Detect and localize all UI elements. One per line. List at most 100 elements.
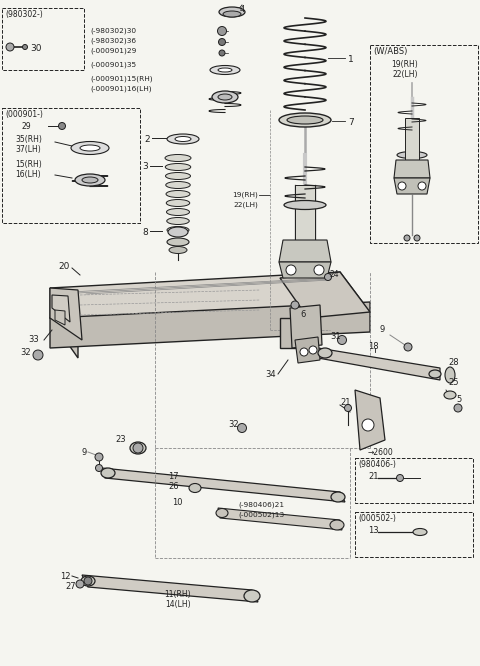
Ellipse shape xyxy=(166,172,191,180)
Text: (-000502)13: (-000502)13 xyxy=(238,512,284,519)
Circle shape xyxy=(217,27,227,35)
Circle shape xyxy=(300,348,308,356)
Polygon shape xyxy=(280,272,370,318)
Text: 15(RH): 15(RH) xyxy=(15,160,42,169)
Ellipse shape xyxy=(318,348,332,358)
Polygon shape xyxy=(50,288,82,340)
Circle shape xyxy=(218,39,226,45)
Text: 19(RH): 19(RH) xyxy=(232,192,258,198)
Text: 8: 8 xyxy=(142,228,148,237)
Text: 3: 3 xyxy=(142,162,148,171)
Bar xyxy=(355,458,473,503)
Circle shape xyxy=(291,301,299,309)
Circle shape xyxy=(404,235,410,241)
Ellipse shape xyxy=(82,177,98,183)
Circle shape xyxy=(398,182,406,190)
Text: 22(LH): 22(LH) xyxy=(392,70,418,79)
Text: 11(RH): 11(RH) xyxy=(165,590,192,599)
Ellipse shape xyxy=(330,520,344,530)
Text: 29: 29 xyxy=(22,122,32,131)
Circle shape xyxy=(414,235,420,241)
Text: (-000901)35: (-000901)35 xyxy=(90,62,136,69)
Ellipse shape xyxy=(175,137,191,141)
Ellipse shape xyxy=(165,163,191,170)
Bar xyxy=(2,8,84,70)
Text: (000901-): (000901-) xyxy=(5,110,43,119)
Text: →2600: →2600 xyxy=(368,448,394,457)
Ellipse shape xyxy=(216,509,228,517)
Circle shape xyxy=(309,346,317,354)
Bar xyxy=(355,512,473,557)
Circle shape xyxy=(59,123,65,129)
Ellipse shape xyxy=(80,145,100,151)
Text: (-000901)16(LH): (-000901)16(LH) xyxy=(90,86,152,93)
Text: 25: 25 xyxy=(448,378,458,387)
Ellipse shape xyxy=(244,590,260,602)
Polygon shape xyxy=(82,575,258,602)
Text: 17: 17 xyxy=(168,472,179,481)
Bar xyxy=(2,108,140,223)
Text: 13: 13 xyxy=(368,526,379,535)
Ellipse shape xyxy=(212,91,238,103)
Polygon shape xyxy=(394,178,430,194)
Circle shape xyxy=(23,45,27,49)
Polygon shape xyxy=(52,295,70,322)
Circle shape xyxy=(286,265,296,275)
Polygon shape xyxy=(50,272,370,328)
Ellipse shape xyxy=(71,141,109,155)
Circle shape xyxy=(314,265,324,275)
Ellipse shape xyxy=(397,151,427,159)
Circle shape xyxy=(396,474,404,482)
Ellipse shape xyxy=(445,367,455,383)
Text: 27: 27 xyxy=(65,582,76,591)
Text: (980406-): (980406-) xyxy=(358,460,396,469)
Ellipse shape xyxy=(101,468,115,478)
Text: 23: 23 xyxy=(115,435,126,444)
Text: 37(LH): 37(LH) xyxy=(15,145,41,154)
Ellipse shape xyxy=(219,7,245,17)
Text: 32: 32 xyxy=(228,420,239,429)
Polygon shape xyxy=(280,318,308,348)
Text: 5: 5 xyxy=(456,395,461,404)
Ellipse shape xyxy=(75,174,105,186)
Text: 22(LH): 22(LH) xyxy=(233,202,258,208)
Circle shape xyxy=(33,350,43,360)
Ellipse shape xyxy=(167,238,189,246)
Polygon shape xyxy=(50,302,370,348)
Ellipse shape xyxy=(413,529,427,535)
Text: 18: 18 xyxy=(368,342,379,351)
Ellipse shape xyxy=(130,442,146,454)
Bar xyxy=(295,185,315,240)
Ellipse shape xyxy=(168,227,188,237)
Ellipse shape xyxy=(167,208,190,216)
Polygon shape xyxy=(394,160,430,178)
Bar xyxy=(370,45,478,243)
Polygon shape xyxy=(318,348,440,380)
Circle shape xyxy=(345,404,351,412)
Circle shape xyxy=(418,182,426,190)
Ellipse shape xyxy=(81,576,95,586)
Ellipse shape xyxy=(210,65,240,75)
Circle shape xyxy=(6,43,14,51)
Ellipse shape xyxy=(167,134,199,144)
Text: 26: 26 xyxy=(168,482,179,491)
Text: 33: 33 xyxy=(28,335,39,344)
Circle shape xyxy=(96,464,103,472)
Text: (-980302)30: (-980302)30 xyxy=(90,28,136,35)
Text: (W/ABS): (W/ABS) xyxy=(373,47,408,56)
Circle shape xyxy=(84,577,92,585)
Polygon shape xyxy=(102,468,345,502)
Ellipse shape xyxy=(218,94,232,100)
Ellipse shape xyxy=(223,11,241,17)
Circle shape xyxy=(454,404,462,412)
Polygon shape xyxy=(279,262,331,278)
Circle shape xyxy=(404,343,412,351)
Text: 30: 30 xyxy=(30,44,41,53)
Ellipse shape xyxy=(167,226,189,234)
Text: 35(RH): 35(RH) xyxy=(15,135,42,144)
Ellipse shape xyxy=(165,155,191,161)
Ellipse shape xyxy=(166,182,190,188)
Bar xyxy=(405,118,419,160)
Polygon shape xyxy=(279,240,331,262)
Polygon shape xyxy=(290,305,322,348)
